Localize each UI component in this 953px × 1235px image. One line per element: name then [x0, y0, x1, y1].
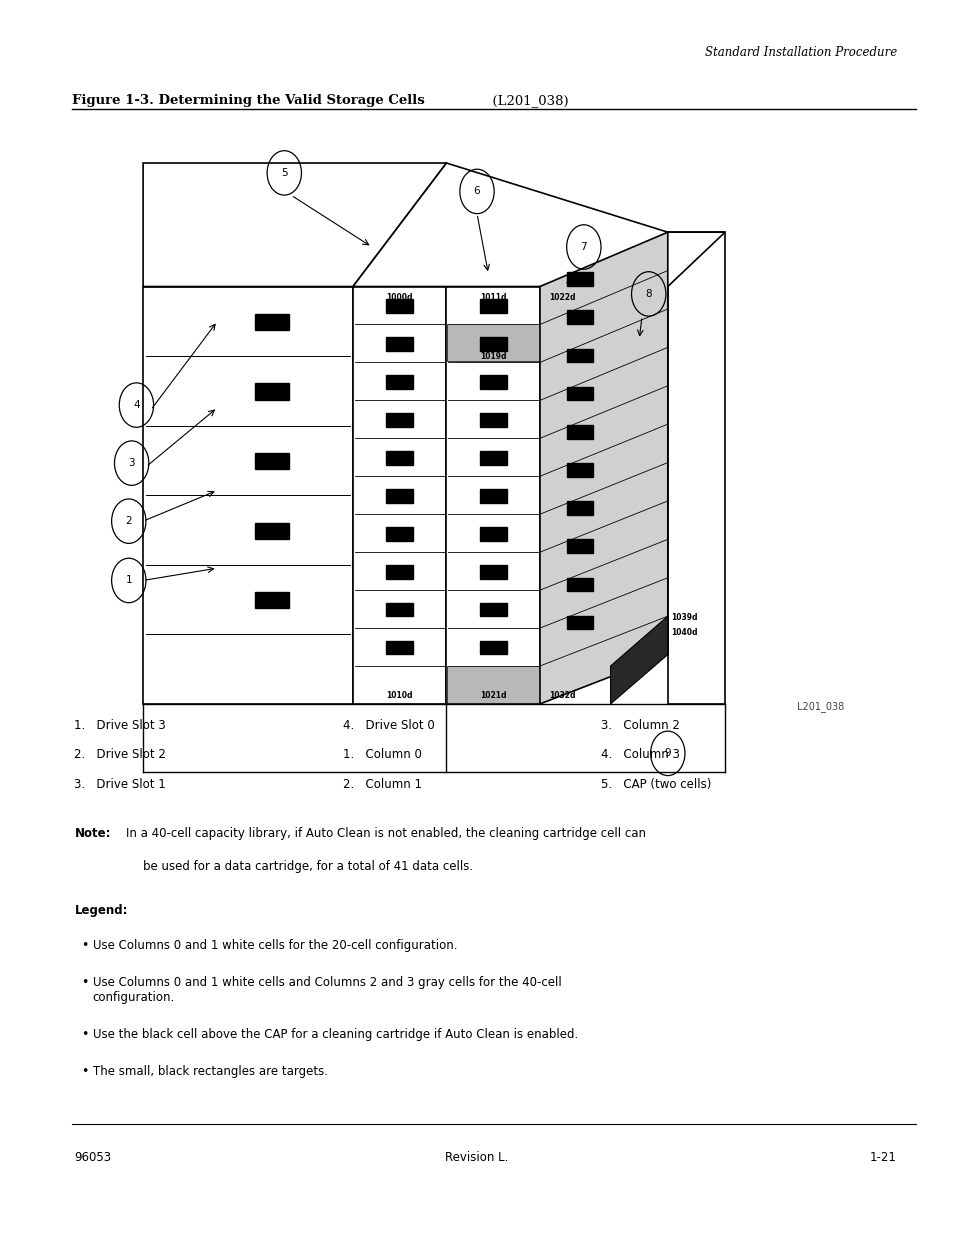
- Text: Legend:: Legend:: [74, 904, 128, 918]
- Text: 4.   Column 3: 4. Column 3: [600, 748, 679, 762]
- Text: •: •: [81, 1065, 89, 1078]
- Polygon shape: [143, 163, 446, 287]
- Text: 1.   Column 0: 1. Column 0: [343, 748, 422, 762]
- Bar: [386, 641, 413, 655]
- Bar: [479, 337, 506, 351]
- Text: 5.   CAP (two cells): 5. CAP (two cells): [600, 778, 711, 792]
- Bar: [386, 489, 413, 503]
- Bar: [254, 593, 289, 609]
- Text: 1019d: 1019d: [479, 352, 506, 361]
- Text: 5: 5: [281, 168, 287, 178]
- Text: 9: 9: [664, 748, 670, 758]
- Bar: [386, 603, 413, 616]
- Bar: [479, 451, 506, 464]
- Text: 4.   Drive Slot 0: 4. Drive Slot 0: [343, 719, 435, 732]
- Text: 96053: 96053: [74, 1151, 112, 1165]
- Text: (L201_038): (L201_038): [483, 94, 568, 107]
- Bar: [386, 527, 413, 541]
- Bar: [566, 578, 593, 592]
- Polygon shape: [610, 616, 667, 704]
- Text: Use Columns 0 and 1 white cells for the 20-cell configuration.: Use Columns 0 and 1 white cells for the …: [92, 939, 456, 952]
- Polygon shape: [353, 163, 667, 287]
- Bar: [386, 564, 413, 578]
- Text: 1-21: 1-21: [869, 1151, 896, 1165]
- Bar: [566, 463, 593, 477]
- Bar: [566, 540, 593, 553]
- Bar: [479, 299, 506, 312]
- Text: •: •: [81, 1028, 89, 1041]
- Text: 2: 2: [126, 516, 132, 526]
- Bar: [386, 375, 413, 389]
- Text: In a 40-cell capacity library, if Auto Clean is not enabled, the cleaning cartri: In a 40-cell capacity library, if Auto C…: [126, 827, 645, 841]
- Bar: [479, 375, 506, 389]
- Bar: [479, 414, 506, 427]
- Bar: [479, 641, 506, 655]
- Text: •: •: [81, 939, 89, 952]
- Polygon shape: [572, 232, 724, 287]
- Bar: [566, 425, 593, 438]
- Text: Note:: Note:: [74, 827, 111, 841]
- Text: 3: 3: [129, 458, 134, 468]
- Text: 1.   Drive Slot 3: 1. Drive Slot 3: [74, 719, 166, 732]
- Bar: [254, 314, 289, 330]
- Polygon shape: [446, 287, 539, 704]
- Polygon shape: [353, 287, 446, 704]
- Bar: [447, 325, 538, 361]
- Bar: [386, 299, 413, 312]
- Text: 1011d: 1011d: [479, 293, 506, 301]
- Text: 3.   Drive Slot 1: 3. Drive Slot 1: [74, 778, 166, 792]
- Bar: [566, 501, 593, 515]
- Text: L201_038: L201_038: [796, 701, 843, 713]
- Text: 2.   Column 1: 2. Column 1: [343, 778, 422, 792]
- Bar: [566, 348, 593, 362]
- Text: 2.   Drive Slot 2: 2. Drive Slot 2: [74, 748, 166, 762]
- Bar: [566, 387, 593, 400]
- Text: 1000d: 1000d: [386, 293, 413, 301]
- Text: Standard Installation Procedure: Standard Installation Procedure: [703, 46, 896, 59]
- Bar: [386, 337, 413, 351]
- Text: 1032d: 1032d: [549, 692, 576, 700]
- Text: 4: 4: [133, 400, 139, 410]
- Text: be used for a data cartridge, for a total of 41 data cells.: be used for a data cartridge, for a tota…: [143, 860, 473, 873]
- Bar: [566, 616, 593, 630]
- Text: 1021d: 1021d: [479, 692, 506, 700]
- Text: Use Columns 0 and 1 white cells and Columns 2 and 3 gray cells for the 40-cell
c: Use Columns 0 and 1 white cells and Colu…: [92, 976, 560, 1004]
- Polygon shape: [143, 287, 353, 704]
- Text: 3.   Column 2: 3. Column 2: [600, 719, 679, 732]
- Polygon shape: [667, 232, 724, 704]
- Text: •: •: [81, 976, 89, 989]
- Bar: [386, 414, 413, 427]
- Text: 8: 8: [645, 289, 651, 299]
- Polygon shape: [539, 232, 667, 704]
- Text: 6: 6: [474, 186, 479, 196]
- Bar: [254, 383, 289, 400]
- Bar: [479, 489, 506, 503]
- Bar: [254, 453, 289, 469]
- Text: 1010d: 1010d: [386, 692, 413, 700]
- Bar: [479, 564, 506, 578]
- Text: 1022d: 1022d: [549, 293, 576, 301]
- Text: 1040d: 1040d: [670, 627, 697, 637]
- Text: Revision L.: Revision L.: [445, 1151, 508, 1165]
- Bar: [479, 603, 506, 616]
- Bar: [447, 666, 538, 703]
- Text: 7: 7: [580, 242, 586, 252]
- Text: 1039d: 1039d: [670, 613, 697, 622]
- Text: 1: 1: [126, 576, 132, 585]
- Bar: [479, 527, 506, 541]
- Bar: [254, 522, 289, 538]
- Bar: [566, 310, 593, 324]
- Text: Figure 1-3. Determining the Valid Storage Cells: Figure 1-3. Determining the Valid Storag…: [71, 94, 424, 107]
- Bar: [386, 451, 413, 464]
- Text: Use the black cell above the CAP for a cleaning cartridge if Auto Clean is enabl: Use the black cell above the CAP for a c…: [92, 1028, 578, 1041]
- Bar: [566, 272, 593, 285]
- Text: The small, black rectangles are targets.: The small, black rectangles are targets.: [92, 1065, 327, 1078]
